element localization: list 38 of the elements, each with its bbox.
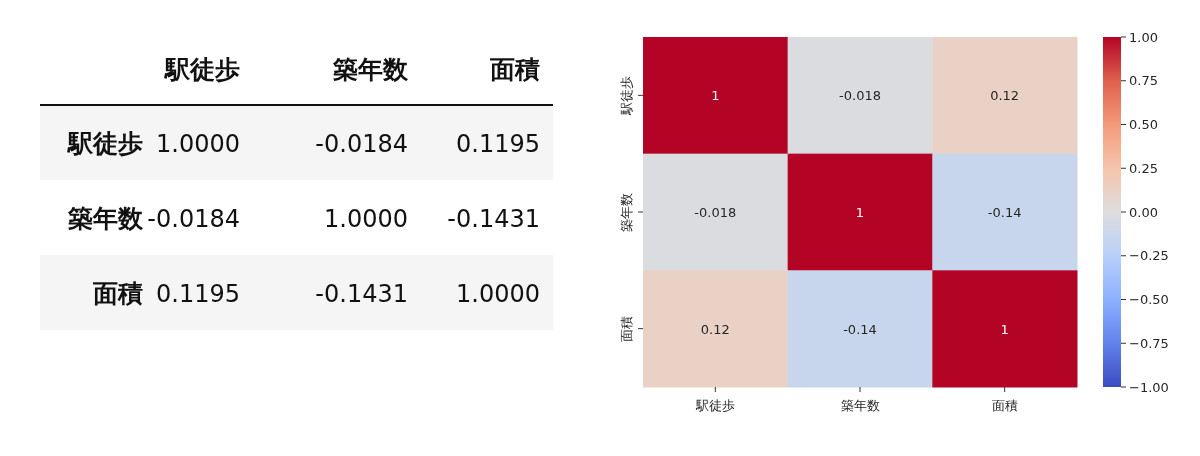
x-tick-label: 面積 <box>991 398 1018 413</box>
y-tick-label: 面積 <box>619 315 634 342</box>
y-tick-label: 面積 <box>92 278 143 308</box>
color-bar-label: −0.75 <box>1129 335 1169 351</box>
x-tick-label: 築年数 <box>332 55 409 84</box>
data-label: -0.14 <box>843 321 877 337</box>
data-label: 1.0000 <box>324 204 408 233</box>
data-label: 0.12 <box>700 321 730 337</box>
data-label: 0.1195 <box>156 279 240 308</box>
y-tick-label: 築年数 <box>619 192 634 232</box>
color-bar-label: −0.50 <box>1129 292 1169 307</box>
data-label: -0.14 <box>987 205 1022 220</box>
color-bar-label: 0.25 <box>1129 160 1158 176</box>
data-label: 1.0000 <box>456 279 540 308</box>
color-bar-label: 0.50 <box>1129 117 1158 132</box>
data-label: 1 <box>1000 321 1009 337</box>
data-label: 1 <box>711 88 720 104</box>
x-tick-label: 築年数 <box>840 398 880 413</box>
data-label: -0.1431 <box>447 204 540 233</box>
data-label: -0.1431 <box>315 279 408 308</box>
y-tick-label: 駅徒歩 <box>67 128 143 158</box>
data-label: 0.12 <box>990 88 1020 104</box>
data-label: -0.018 <box>694 205 737 220</box>
data-label: -0.0184 <box>147 204 240 233</box>
data-label: -0.0184 <box>315 129 408 158</box>
color-bar-label: −0.25 <box>1129 248 1169 264</box>
data-label: 1 <box>855 205 865 220</box>
color-bar-label: 0.75 <box>1129 73 1158 89</box>
color-bar-label: −1.00 <box>1129 379 1169 395</box>
x-tick-label: 面積 <box>489 55 540 84</box>
color-bar-label: 0.00 <box>1129 204 1158 220</box>
data-label: 1.0000 <box>156 129 240 158</box>
x-tick-label: 駅徒歩 <box>164 55 240 84</box>
data-label: 0.1195 <box>456 129 540 158</box>
x-tick-label: 駅徒歩 <box>694 398 735 413</box>
data-label: -0.018 <box>839 88 881 104</box>
y-tick-label: 築年数 <box>67 203 144 233</box>
color-bar-label: 1.00 <box>1129 29 1158 45</box>
